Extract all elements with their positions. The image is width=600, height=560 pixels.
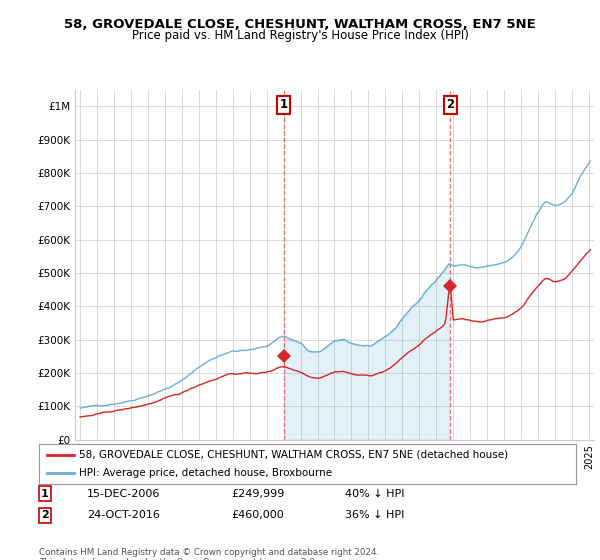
Text: Price paid vs. HM Land Registry's House Price Index (HPI): Price paid vs. HM Land Registry's House … — [131, 29, 469, 42]
Text: 2: 2 — [446, 99, 454, 111]
Text: 36% ↓ HPI: 36% ↓ HPI — [345, 510, 404, 520]
Text: 1: 1 — [280, 99, 287, 111]
Text: 58, GROVEDALE CLOSE, CHESHUNT, WALTHAM CROSS, EN7 5NE (detached house): 58, GROVEDALE CLOSE, CHESHUNT, WALTHAM C… — [79, 450, 508, 460]
Text: 1: 1 — [41, 489, 49, 499]
Text: 2: 2 — [41, 510, 49, 520]
Text: 24-OCT-2016: 24-OCT-2016 — [87, 510, 160, 520]
Text: Contains HM Land Registry data © Crown copyright and database right 2024.
This d: Contains HM Land Registry data © Crown c… — [39, 548, 379, 560]
Text: HPI: Average price, detached house, Broxbourne: HPI: Average price, detached house, Brox… — [79, 468, 332, 478]
Text: 58, GROVEDALE CLOSE, CHESHUNT, WALTHAM CROSS, EN7 5NE: 58, GROVEDALE CLOSE, CHESHUNT, WALTHAM C… — [64, 18, 536, 31]
Text: £249,999: £249,999 — [231, 489, 284, 499]
Text: 15-DEC-2006: 15-DEC-2006 — [87, 489, 160, 499]
Text: 40% ↓ HPI: 40% ↓ HPI — [345, 489, 404, 499]
Text: £460,000: £460,000 — [231, 510, 284, 520]
